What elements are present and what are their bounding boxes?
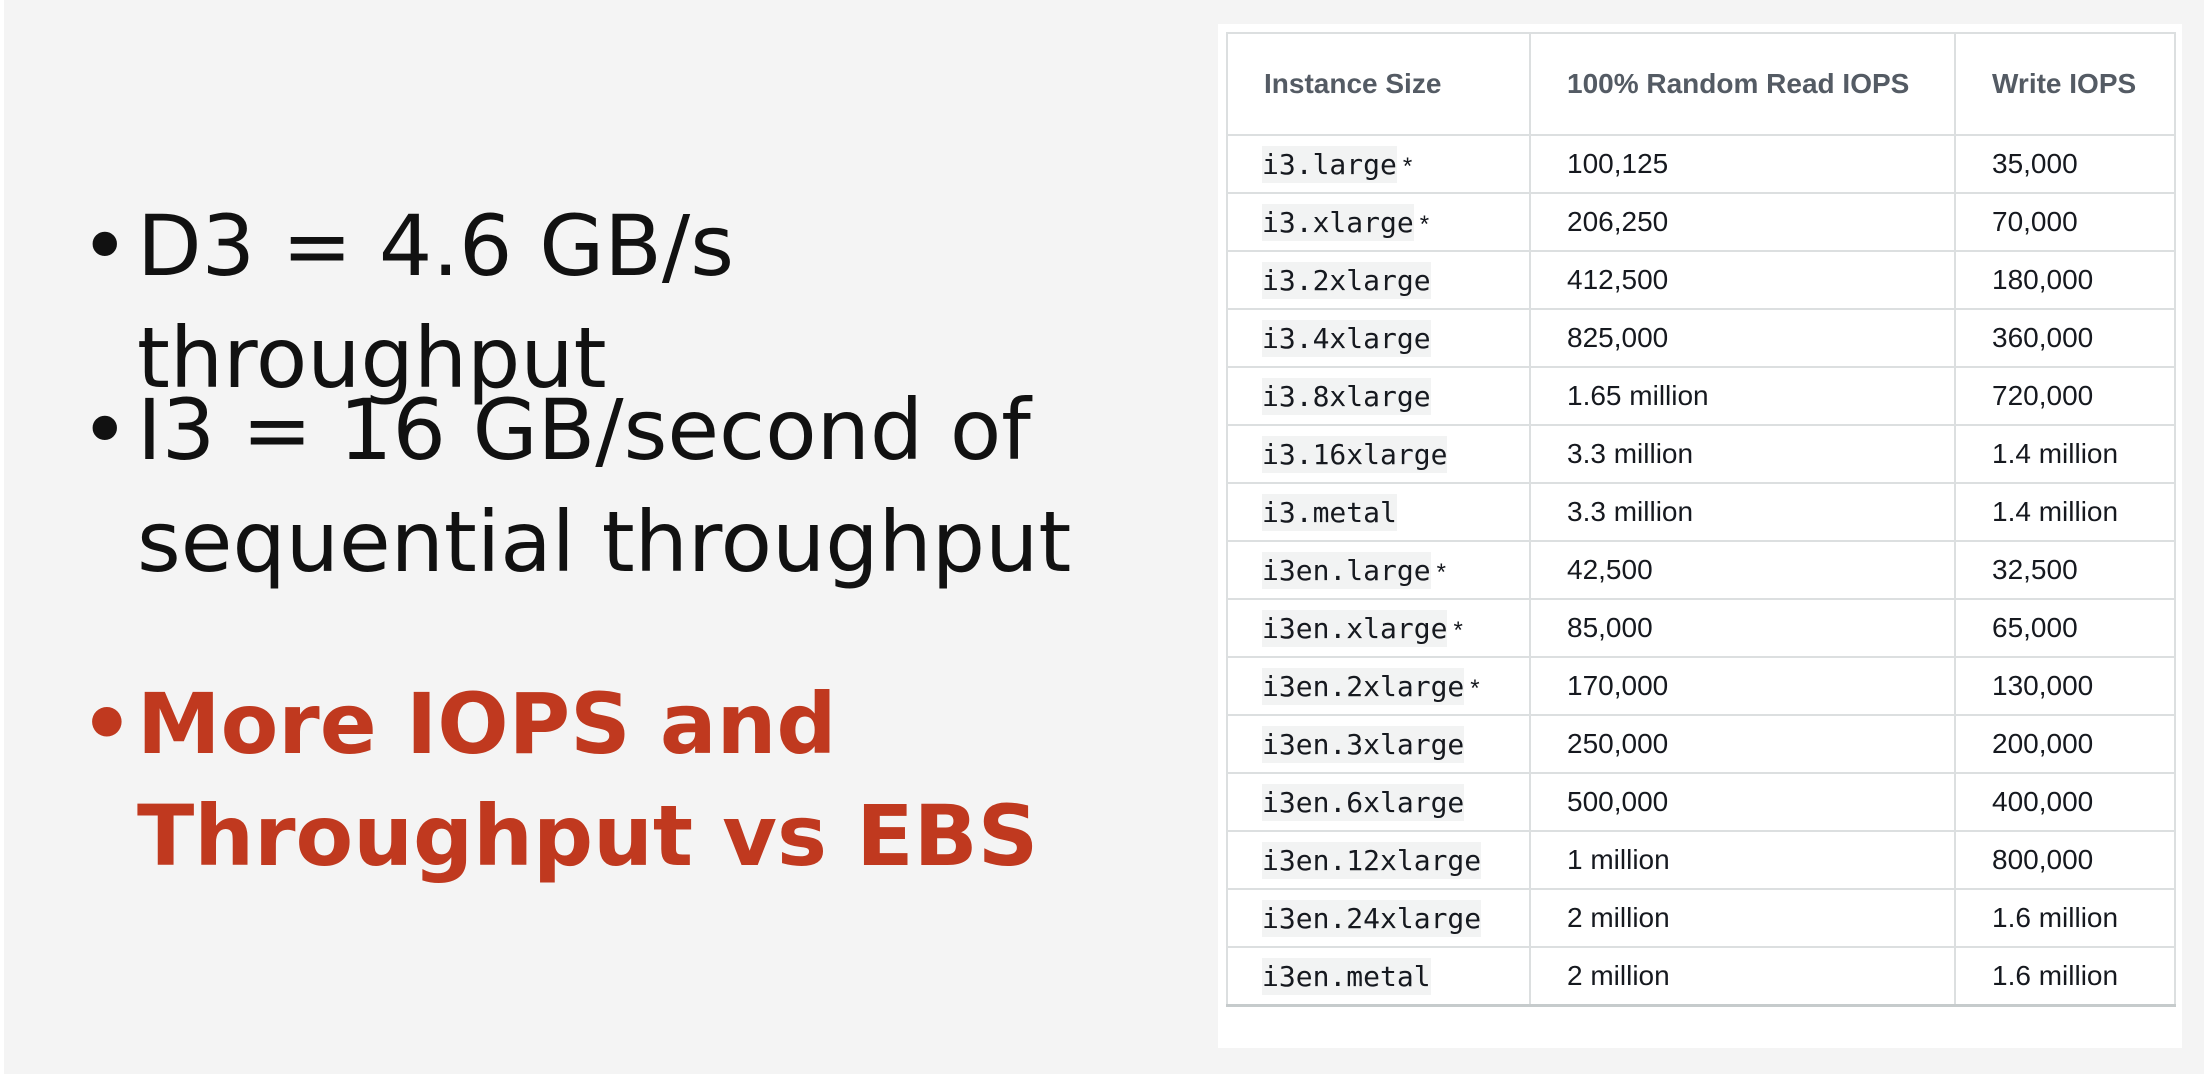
- cell-instance-size: i3en.xlarge *: [1226, 598, 1531, 658]
- instance-size-code: i3en.6xlarge: [1262, 783, 1465, 821]
- instance-size-code: i3en.2xlarge: [1262, 667, 1465, 705]
- iops-table-panel: Instance Size 100% Random Read IOPS Writ…: [1218, 24, 2182, 1048]
- instance-size-code: i3en.12xlarge: [1262, 841, 1482, 879]
- cell-write-iops: 800,000: [1954, 830, 2176, 890]
- bullet-line: sequential throughput: [137, 493, 1072, 591]
- table-row: i3.8xlarge 1.65 million 720,000: [1226, 366, 2176, 426]
- instance-size-code: i3.16xlarge: [1262, 435, 1448, 473]
- instance-size-code: i3.8xlarge: [1262, 377, 1431, 415]
- instance-size-code: i3en.3xlarge: [1262, 725, 1465, 763]
- cell-write-iops: 70,000: [1954, 192, 2176, 252]
- bullet-dot: •: [80, 675, 134, 773]
- cell-write-iops: 200,000: [1954, 714, 2176, 774]
- cell-write-iops: 1.4 million: [1954, 482, 2176, 542]
- iops-table: Instance Size 100% Random Read IOPS Writ…: [1226, 32, 2176, 1007]
- column-header-instance-size: Instance Size: [1226, 32, 1531, 136]
- bullet-line: Throughput vs EBS: [137, 787, 1039, 885]
- cell-read-iops: 1.65 million: [1529, 366, 1956, 426]
- instance-size-code: i3.2xlarge: [1262, 261, 1431, 299]
- table-row: i3en.2xlarge * 170,000 130,000: [1226, 656, 2176, 716]
- cell-instance-size: i3.4xlarge: [1226, 308, 1531, 368]
- table-row: i3.4xlarge 825,000 360,000: [1226, 308, 2176, 368]
- cell-instance-size: i3.2xlarge: [1226, 250, 1531, 310]
- cell-instance-size: i3en.3xlarge: [1226, 714, 1531, 774]
- bullet-more-iops: • More IOPS and Throughput vs EBS: [80, 668, 1160, 892]
- cell-instance-size: i3.metal: [1226, 482, 1531, 542]
- table-row: i3en.6xlarge 500,000 400,000: [1226, 772, 2176, 832]
- slide-left-edge: [0, 0, 4, 1074]
- cell-instance-size: i3.large *: [1226, 134, 1531, 194]
- cell-read-iops: 2 million: [1529, 946, 1956, 1007]
- table-row: i3en.24xlarge 2 million 1.6 million: [1226, 888, 2176, 948]
- table-row: i3en.metal 2 million 1.6 million: [1226, 946, 2176, 1007]
- instance-size-code: i3en.xlarge: [1262, 609, 1448, 647]
- bullet-i3-throughput: • I3 = 16 GB/second of sequential throug…: [80, 374, 1160, 598]
- table-row: i3.2xlarge 412,500 180,000: [1226, 250, 2176, 310]
- column-header-read-iops: 100% Random Read IOPS: [1529, 32, 1956, 136]
- table-row: i3en.large * 42,500 32,500: [1226, 540, 2176, 600]
- cell-read-iops: 412,500: [1529, 250, 1956, 310]
- instance-size-code: i3.xlarge: [1262, 203, 1414, 241]
- footnote-marker: *: [1402, 152, 1413, 180]
- table-row: i3.metal 3.3 million 1.4 million: [1226, 482, 2176, 542]
- cell-instance-size: i3.16xlarge: [1226, 424, 1531, 484]
- instance-size-code: i3.4xlarge: [1262, 319, 1431, 357]
- instance-size-code: i3en.metal: [1262, 957, 1431, 995]
- bullet-d3-throughput: • D3 = 4.6 GB/s throughput: [80, 190, 1160, 414]
- cell-write-iops: 32,500: [1954, 540, 2176, 600]
- table-row: i3en.12xlarge 1 million 800,000: [1226, 830, 2176, 890]
- cell-read-iops: 42,500: [1529, 540, 1956, 600]
- cell-write-iops: 35,000: [1954, 134, 2176, 194]
- bullet-line: D3 = 4.6 GB/s throughput: [137, 197, 734, 407]
- footnote-marker: *: [1470, 674, 1480, 702]
- instance-size-code: i3.metal: [1262, 493, 1397, 531]
- cell-write-iops: 1.6 million: [1954, 946, 2176, 1007]
- footnote-marker: *: [1436, 558, 1446, 586]
- cell-write-iops: 1.4 million: [1954, 424, 2176, 484]
- cell-write-iops: 65,000: [1954, 598, 2176, 658]
- table-row: i3.large * 100,125 35,000: [1226, 134, 2176, 194]
- cell-read-iops: 170,000: [1529, 656, 1956, 716]
- bullet-dot: •: [80, 381, 130, 479]
- instance-size-code: i3.large: [1262, 145, 1397, 183]
- cell-read-iops: 100,125: [1529, 134, 1956, 194]
- footnote-marker: *: [1419, 210, 1430, 238]
- cell-instance-size: i3en.metal: [1226, 946, 1531, 1007]
- cell-write-iops: 360,000: [1954, 308, 2176, 368]
- cell-read-iops: 1 million: [1529, 830, 1956, 890]
- bullet-dot: •: [80, 197, 130, 295]
- table-row: i3.16xlarge 3.3 million 1.4 million: [1226, 424, 2176, 484]
- cell-instance-size: i3.xlarge *: [1226, 192, 1531, 252]
- cell-instance-size: i3en.24xlarge: [1226, 888, 1531, 948]
- cell-read-iops: 500,000: [1529, 772, 1956, 832]
- cell-write-iops: 180,000: [1954, 250, 2176, 310]
- cell-read-iops: 206,250: [1529, 192, 1956, 252]
- table-header-row: Instance Size 100% Random Read IOPS Writ…: [1226, 32, 2176, 136]
- table-row: i3.xlarge * 206,250 70,000: [1226, 192, 2176, 252]
- cell-instance-size: i3en.2xlarge *: [1226, 656, 1531, 716]
- cell-read-iops: 2 million: [1529, 888, 1956, 948]
- cell-write-iops: 130,000: [1954, 656, 2176, 716]
- footnote-marker: *: [1453, 616, 1463, 644]
- bullet-line: I3 = 16 GB/second of: [137, 381, 1031, 479]
- cell-instance-size: i3en.large *: [1226, 540, 1531, 600]
- bullet-line: More IOPS and: [137, 675, 837, 773]
- cell-write-iops: 720,000: [1954, 366, 2176, 426]
- table-row: i3en.xlarge * 85,000 65,000: [1226, 598, 2176, 658]
- cell-read-iops: 825,000: [1529, 308, 1956, 368]
- cell-read-iops: 3.3 million: [1529, 424, 1956, 484]
- cell-read-iops: 250,000: [1529, 714, 1956, 774]
- cell-write-iops: 400,000: [1954, 772, 2176, 832]
- cell-read-iops: 3.3 million: [1529, 482, 1956, 542]
- column-header-write-iops: Write IOPS: [1954, 32, 2176, 136]
- cell-instance-size: i3.8xlarge: [1226, 366, 1531, 426]
- cell-write-iops: 1.6 million: [1954, 888, 2176, 948]
- table-body: i3.large * 100,125 35,000 i3.xlarge * 206,250 7…: [1226, 134, 2176, 1007]
- instance-size-code: i3en.24xlarge: [1262, 899, 1482, 937]
- table-row: i3en.3xlarge 250,000 200,000: [1226, 714, 2176, 774]
- cell-instance-size: i3en.12xlarge: [1226, 830, 1531, 890]
- instance-size-code: i3en.large: [1262, 551, 1431, 589]
- cell-instance-size: i3en.6xlarge: [1226, 772, 1531, 832]
- cell-read-iops: 85,000: [1529, 598, 1956, 658]
